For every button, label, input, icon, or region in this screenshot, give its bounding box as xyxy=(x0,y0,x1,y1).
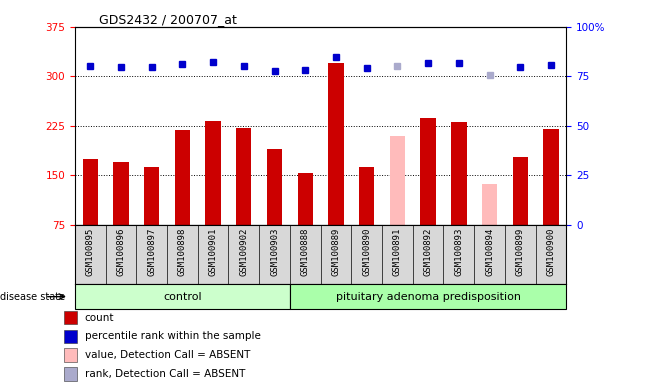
Text: rank, Detection Call = ABSENT: rank, Detection Call = ABSENT xyxy=(85,369,245,379)
Bar xyxy=(113,162,129,225)
Bar xyxy=(290,284,566,309)
Text: GSM100892: GSM100892 xyxy=(424,228,433,276)
Text: percentile rank within the sample: percentile rank within the sample xyxy=(85,331,260,341)
Bar xyxy=(64,311,77,324)
Text: GSM100903: GSM100903 xyxy=(270,228,279,276)
Bar xyxy=(64,367,77,381)
Bar xyxy=(328,63,344,225)
Bar xyxy=(64,330,77,343)
Bar xyxy=(421,118,436,225)
Bar xyxy=(298,173,313,225)
Text: GSM100893: GSM100893 xyxy=(454,228,464,276)
Bar xyxy=(359,167,374,225)
Bar xyxy=(544,129,559,225)
Text: count: count xyxy=(85,313,114,323)
Bar xyxy=(482,184,497,225)
Text: GSM100888: GSM100888 xyxy=(301,228,310,276)
Text: GSM100895: GSM100895 xyxy=(86,228,95,276)
Bar xyxy=(267,149,283,225)
Text: GSM100891: GSM100891 xyxy=(393,228,402,276)
Bar xyxy=(75,284,290,309)
Bar xyxy=(512,157,528,225)
Bar xyxy=(236,128,251,225)
Text: GSM100902: GSM100902 xyxy=(240,228,248,276)
Bar xyxy=(451,122,467,225)
Text: disease state: disease state xyxy=(0,291,65,302)
Text: GDS2432 / 200707_at: GDS2432 / 200707_at xyxy=(100,13,238,26)
Text: GSM100897: GSM100897 xyxy=(147,228,156,276)
Text: GSM100898: GSM100898 xyxy=(178,228,187,276)
Bar xyxy=(174,131,190,225)
Text: GSM100890: GSM100890 xyxy=(362,228,371,276)
Text: GSM100889: GSM100889 xyxy=(331,228,340,276)
Text: pituitary adenoma predisposition: pituitary adenoma predisposition xyxy=(336,291,521,302)
Bar xyxy=(64,348,77,362)
Text: GSM100901: GSM100901 xyxy=(208,228,217,276)
Text: GSM100899: GSM100899 xyxy=(516,228,525,276)
Bar xyxy=(206,121,221,225)
Text: control: control xyxy=(163,291,202,302)
Bar xyxy=(390,136,405,225)
Text: value, Detection Call = ABSENT: value, Detection Call = ABSENT xyxy=(85,350,250,360)
Bar xyxy=(144,167,159,225)
Text: GSM100900: GSM100900 xyxy=(546,228,555,276)
Bar xyxy=(83,159,98,225)
Text: GSM100894: GSM100894 xyxy=(485,228,494,276)
Text: GSM100896: GSM100896 xyxy=(117,228,126,276)
